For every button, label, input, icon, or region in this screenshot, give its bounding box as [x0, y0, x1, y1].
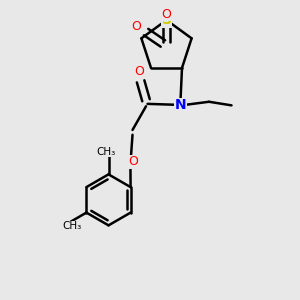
Text: N: N [175, 98, 186, 112]
Text: O: O [132, 20, 141, 33]
Text: O: O [162, 8, 171, 21]
Text: O: O [134, 65, 144, 78]
Text: S: S [161, 13, 172, 27]
Text: O: O [128, 155, 138, 168]
Text: CH₃: CH₃ [97, 147, 116, 157]
Text: CH₃: CH₃ [63, 221, 82, 231]
